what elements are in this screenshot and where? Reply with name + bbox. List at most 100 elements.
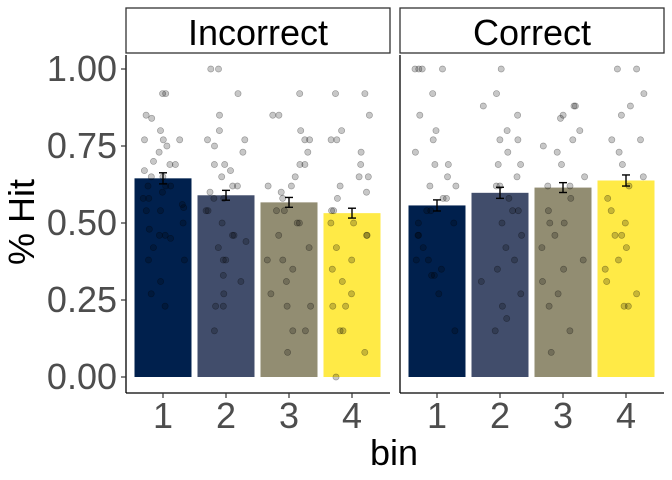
data-point: [451, 327, 459, 335]
data-point: [167, 234, 174, 242]
data-point: [159, 90, 166, 97]
data-point: [301, 327, 309, 335]
data-point: [155, 231, 163, 239]
data-point: [423, 207, 431, 215]
data-point: [439, 65, 446, 73]
data-point: [553, 148, 561, 156]
data-point: [517, 161, 524, 168]
y-tick-label: 0.00: [47, 356, 117, 397]
data-point: [601, 265, 609, 273]
data-point: [139, 194, 147, 202]
error-bar: [622, 174, 630, 187]
data-point: [263, 256, 271, 264]
data-point: [444, 173, 451, 181]
data-point: [551, 231, 559, 239]
bar-incorrect-bin-1: [134, 178, 192, 377]
data-point: [569, 136, 577, 144]
x-tick-label: 3: [553, 395, 573, 436]
data-point: [618, 231, 626, 239]
data-point: [361, 348, 369, 356]
data-point: [229, 182, 237, 190]
data-point: [363, 231, 370, 239]
data-point: [497, 65, 505, 73]
data-point: [304, 148, 312, 156]
data-point: [503, 127, 511, 135]
data-point: [355, 173, 363, 181]
data-point: [365, 111, 373, 119]
data-point: [545, 207, 552, 215]
data-point: [179, 219, 187, 227]
x-axis-title: bin: [370, 432, 418, 473]
x-tick-label: 1: [427, 395, 447, 436]
data-point: [428, 271, 435, 279]
data-point: [502, 244, 510, 251]
data-point: [411, 148, 419, 156]
data-point: [336, 182, 344, 190]
data-point: [157, 207, 164, 215]
data-point: [427, 207, 435, 215]
data-point: [621, 219, 629, 227]
data-point: [150, 157, 157, 165]
data-point: [514, 111, 521, 119]
data-point: [415, 231, 422, 239]
data-point: [147, 173, 155, 181]
data-point: [412, 256, 420, 264]
data-point: [437, 265, 445, 273]
data-point: [426, 182, 434, 190]
data-point: [220, 290, 228, 298]
data-point: [293, 219, 301, 227]
data-point: [332, 373, 340, 381]
data-point: [206, 188, 214, 196]
data-point: [439, 194, 447, 202]
data-point: [479, 102, 487, 110]
data-point: [579, 256, 587, 264]
data-point: [639, 173, 647, 181]
error-bar: [159, 172, 167, 185]
data-point: [291, 173, 299, 181]
data-point: [176, 136, 184, 144]
data-point: [509, 207, 516, 215]
data-point: [296, 161, 304, 168]
data-point: [142, 207, 150, 215]
data-point: [327, 219, 335, 227]
data-point: [241, 136, 249, 144]
data-point: [363, 231, 371, 239]
data-point: [277, 188, 285, 196]
data-point: [338, 278, 346, 285]
data-point: [279, 256, 287, 264]
data-point: [633, 290, 640, 298]
data-point: [615, 148, 623, 156]
data-point: [279, 194, 287, 202]
data-point: [332, 244, 340, 251]
data-point: [328, 207, 335, 215]
data-point: [559, 111, 567, 119]
data-point: [627, 102, 634, 110]
data-point: [560, 219, 568, 227]
data-point: [450, 219, 458, 227]
data-point: [566, 182, 574, 190]
data-point: [230, 231, 238, 239]
data-point: [163, 142, 171, 150]
error-bar: [348, 207, 356, 219]
data-point: [493, 90, 500, 97]
data-point: [242, 238, 250, 245]
data-point: [576, 127, 584, 135]
data-point: [233, 182, 241, 190]
data-point: [511, 256, 518, 264]
data-point: [327, 136, 335, 144]
x-tick-label: 2: [216, 395, 236, 436]
data-point: [517, 290, 525, 298]
facet-strip: [399, 7, 665, 54]
data-point: [289, 327, 297, 335]
bar-correct-bin-2: [471, 192, 529, 377]
data-point: [557, 114, 564, 122]
data-point: [210, 194, 218, 202]
error-bar: [285, 196, 293, 208]
data-point: [273, 207, 280, 215]
data-point: [640, 90, 648, 97]
data-point: [430, 271, 438, 279]
data-point: [167, 182, 174, 190]
data-point: [145, 194, 153, 202]
data-point: [618, 111, 625, 119]
